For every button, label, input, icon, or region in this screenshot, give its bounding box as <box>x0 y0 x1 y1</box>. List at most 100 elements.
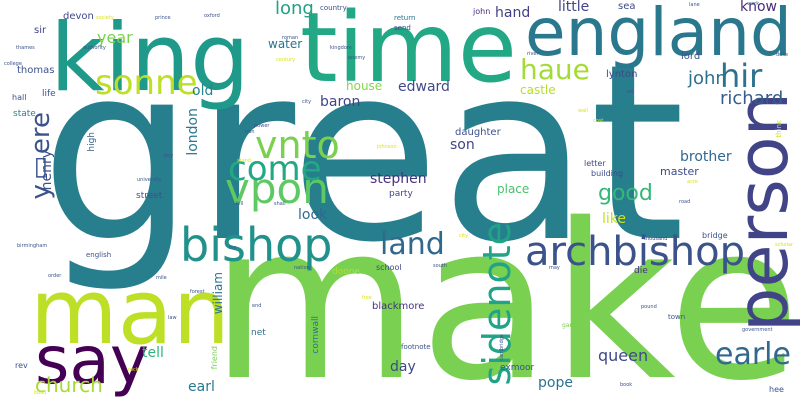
word: birmingham <box>17 243 48 249</box>
word: richard <box>720 88 784 109</box>
word: build <box>34 390 47 396</box>
word: archbishop <box>525 229 745 275</box>
word: time <box>300 0 517 104</box>
word: lord <box>681 51 701 62</box>
word: duke <box>776 52 789 58</box>
word: wall <box>578 108 588 114</box>
word: england <box>525 0 792 71</box>
word: rev <box>15 361 28 370</box>
word: iron <box>245 129 255 135</box>
word: free <box>362 295 372 301</box>
word: land <box>380 227 445 262</box>
word: hee <box>769 385 784 394</box>
word: pope <box>538 375 573 391</box>
word: party <box>389 189 413 199</box>
word: city <box>459 233 469 239</box>
word: look <box>298 207 328 223</box>
word: lynton <box>606 69 638 80</box>
word: devon <box>63 11 94 22</box>
word: john <box>688 68 727 89</box>
word: edward <box>398 79 450 95</box>
word: like <box>602 211 627 227</box>
word: rock <box>128 367 139 373</box>
word: tell <box>142 345 164 361</box>
word: little <box>558 0 590 15</box>
word: church <box>35 373 103 397</box>
word: high <box>87 132 97 152</box>
word: baron <box>320 94 361 110</box>
word: house <box>346 79 383 93</box>
word: make <box>210 177 800 400</box>
word: old <box>192 83 214 99</box>
word: inn <box>229 245 237 251</box>
word: letter <box>584 159 606 168</box>
word: hir <box>720 57 763 95</box>
word: footnote <box>401 343 431 351</box>
word: place <box>497 182 530 196</box>
word: haue <box>520 53 590 86</box>
word: cost <box>593 118 604 124</box>
word: bridge <box>702 231 728 240</box>
word: enemy <box>348 55 366 61</box>
word: say <box>35 322 149 399</box>
word: castle <box>520 83 556 97</box>
word: queen <box>598 346 649 365</box>
word: school <box>376 263 402 272</box>
word: life <box>42 89 56 99</box>
word: vol <box>626 89 634 95</box>
word: roman <box>282 35 299 41</box>
word: garden <box>562 322 584 329</box>
word: great <box>40 12 686 296</box>
word: earl <box>188 379 215 395</box>
word: oxford <box>204 13 220 19</box>
word: sonne <box>95 63 198 103</box>
word: thomas <box>17 65 55 76</box>
word: net <box>251 328 266 338</box>
word: think <box>775 120 783 138</box>
word: town <box>668 313 686 321</box>
word: brother <box>680 149 732 165</box>
word: good <box>598 181 653 206</box>
word: blackmore <box>372 301 425 312</box>
word: prince <box>155 15 171 21</box>
word: college <box>4 61 22 67</box>
word: work <box>747 1 760 7</box>
word: come <box>228 149 322 189</box>
word: university <box>137 177 162 183</box>
word: kingdom <box>330 45 352 51</box>
word: end <box>252 303 262 309</box>
word: friend <box>210 346 219 370</box>
word: boy <box>164 153 174 159</box>
word: nation <box>294 265 310 271</box>
word: city <box>302 99 312 105</box>
word: son <box>450 137 475 153</box>
word: street <box>136 191 163 201</box>
word: stephen <box>370 171 427 187</box>
word: order <box>48 273 62 279</box>
word: english <box>86 251 112 259</box>
word: lane <box>689 2 700 8</box>
word: know <box>740 0 777 15</box>
word: cornwall <box>311 316 321 354</box>
word: return <box>394 14 416 22</box>
word: pound <box>641 304 657 310</box>
word: thousand <box>644 236 668 242</box>
word: william <box>211 272 225 315</box>
word: year <box>97 28 133 47</box>
word: die <box>634 266 648 276</box>
word: forest <box>190 289 205 295</box>
word: state <box>13 109 36 119</box>
word: thames <box>16 45 35 51</box>
word: hall <box>12 93 27 102</box>
word: vpon <box>225 164 329 213</box>
word: mile <box>156 275 167 281</box>
word: sidenote <box>475 222 519 386</box>
word: government <box>742 327 773 333</box>
word: sea <box>618 1 636 12</box>
word: hand <box>495 5 531 21</box>
word: authority <box>83 45 106 51</box>
word: henry <box>39 150 55 191</box>
word: johnson <box>377 144 397 150</box>
word: daughter <box>455 127 501 138</box>
